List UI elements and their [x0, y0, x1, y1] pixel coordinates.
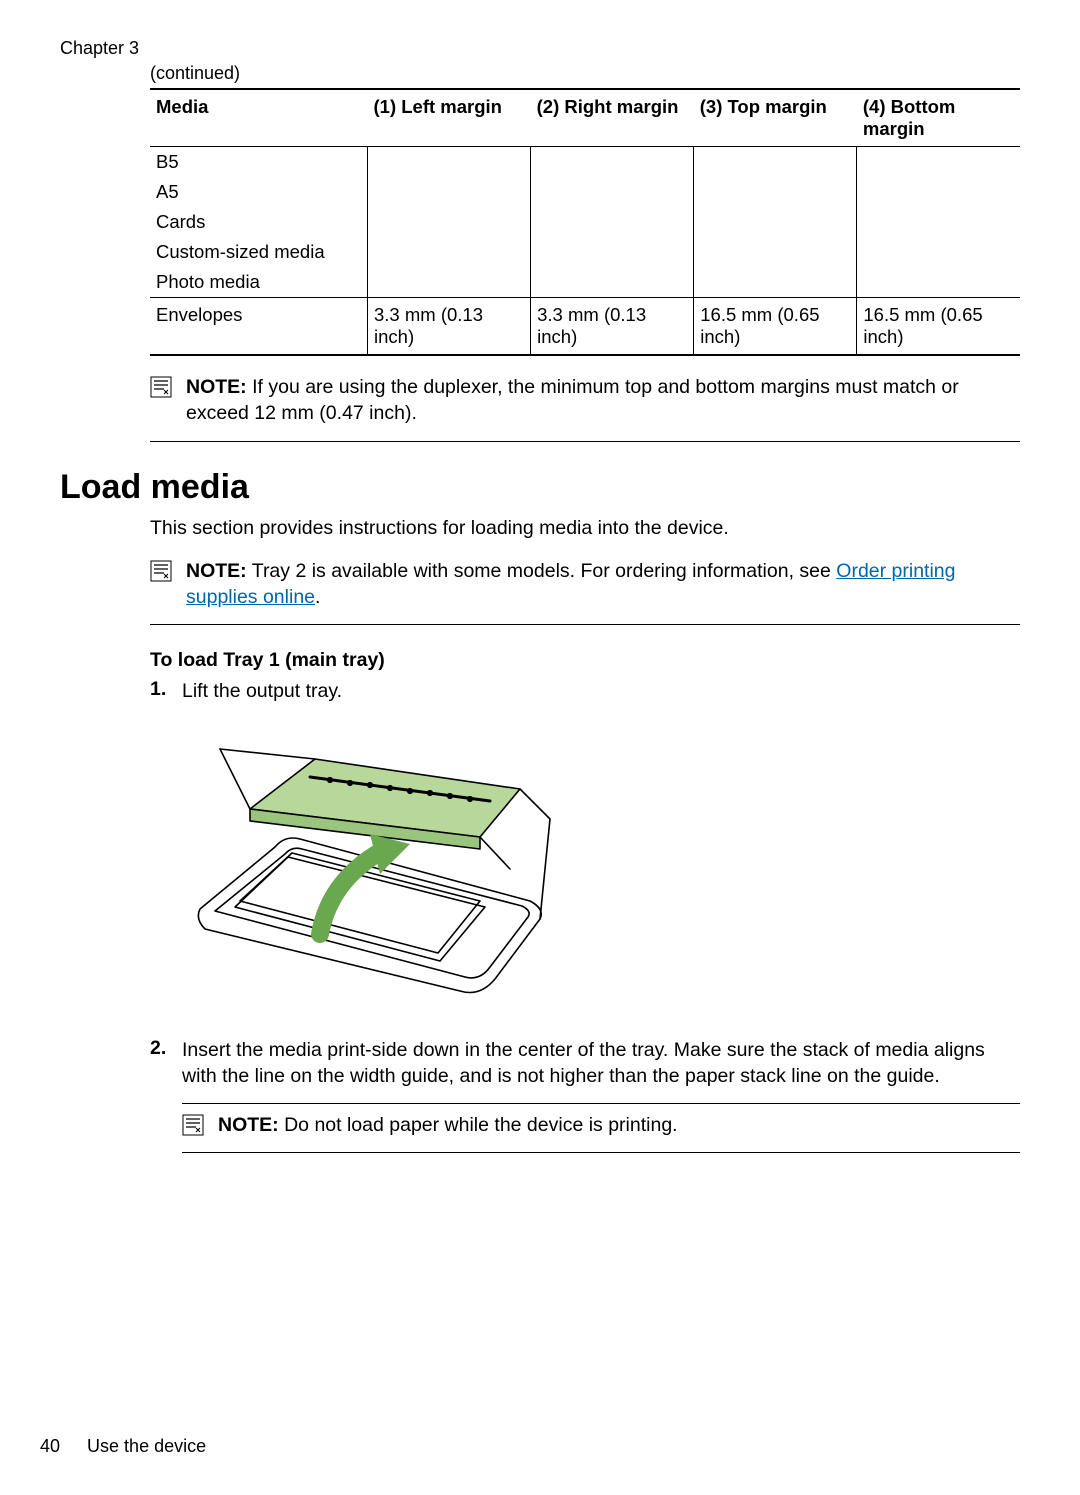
table-header-row: Media (1) Left margin (2) Right margin (… — [150, 89, 1020, 147]
step-item: 1. Lift the output tray. — [150, 678, 1020, 704]
note-icon — [182, 1114, 208, 1142]
note-block: NOTE: If you are using the duplexer, the… — [150, 374, 1020, 442]
cell-media: Cards — [150, 207, 368, 237]
table-row: Envelopes 3.3 mm (0.13 inch) 3.3 mm (0.1… — [150, 298, 1020, 356]
cell-media: B5 — [150, 147, 368, 178]
cell-left: 3.3 mm (0.13 inch) — [368, 298, 531, 356]
note-text-before: Tray 2 is available with some models. Fo… — [252, 560, 837, 582]
cell-right: 3.3 mm (0.13 inch) — [531, 298, 694, 356]
th-bottom: (4) Bottom margin — [857, 89, 1020, 147]
step-text: Insert the media print-side down in the … — [182, 1037, 1020, 1090]
table-row: Photo media — [150, 267, 1020, 298]
table-row: Cards — [150, 207, 1020, 237]
step-item: 2. Insert the media print-side down in t… — [150, 1037, 1020, 1090]
note-text-after: . — [315, 586, 320, 608]
page-number: 40 — [40, 1436, 60, 1456]
th-left: (1) Left margin — [368, 89, 531, 147]
tray-illustration — [180, 719, 1020, 1015]
page-footer: 40 Use the device — [40, 1436, 206, 1457]
note-label: NOTE: — [186, 560, 247, 582]
th-top: (3) Top margin — [694, 89, 857, 147]
section-intro: This section provides instructions for l… — [150, 517, 1020, 540]
note-label: NOTE: — [218, 1114, 279, 1136]
table-row: A5 — [150, 177, 1020, 207]
step-number: 1. — [150, 678, 174, 704]
cell-media: Envelopes — [150, 298, 368, 356]
table-row: Custom-sized media — [150, 237, 1020, 267]
cell-media: Custom-sized media — [150, 237, 368, 267]
section-heading: Load media — [60, 468, 1020, 507]
chapter-label: Chapter 3 — [60, 38, 1020, 59]
continued-label: (continued) — [150, 63, 1020, 84]
note-block: NOTE: Tray 2 is available with some mode… — [150, 558, 1020, 626]
note-icon — [150, 558, 176, 588]
note-text: Do not load paper while the device is pr… — [284, 1114, 678, 1136]
subheading: To load Tray 1 (main tray) — [150, 649, 1020, 672]
th-right: (2) Right margin — [531, 89, 694, 147]
step-text: Lift the output tray. — [182, 678, 1020, 704]
cell-top: 16.5 mm (0.65 inch) — [694, 298, 857, 356]
note-label: NOTE: — [186, 376, 247, 398]
cell-media: Photo media — [150, 267, 368, 298]
th-media: Media — [150, 89, 368, 147]
step-number: 2. — [150, 1037, 174, 1090]
cell-media: A5 — [150, 177, 368, 207]
margins-table: Media (1) Left margin (2) Right margin (… — [150, 88, 1020, 356]
table-row: B5 — [150, 147, 1020, 178]
footer-section: Use the device — [87, 1436, 206, 1456]
cell-bottom: 16.5 mm (0.65 inch) — [857, 298, 1020, 356]
note-icon — [150, 374, 176, 404]
note-text: If you are using the duplexer, the minim… — [186, 376, 959, 424]
note-block: NOTE: Do not load paper while the device… — [182, 1103, 1020, 1153]
